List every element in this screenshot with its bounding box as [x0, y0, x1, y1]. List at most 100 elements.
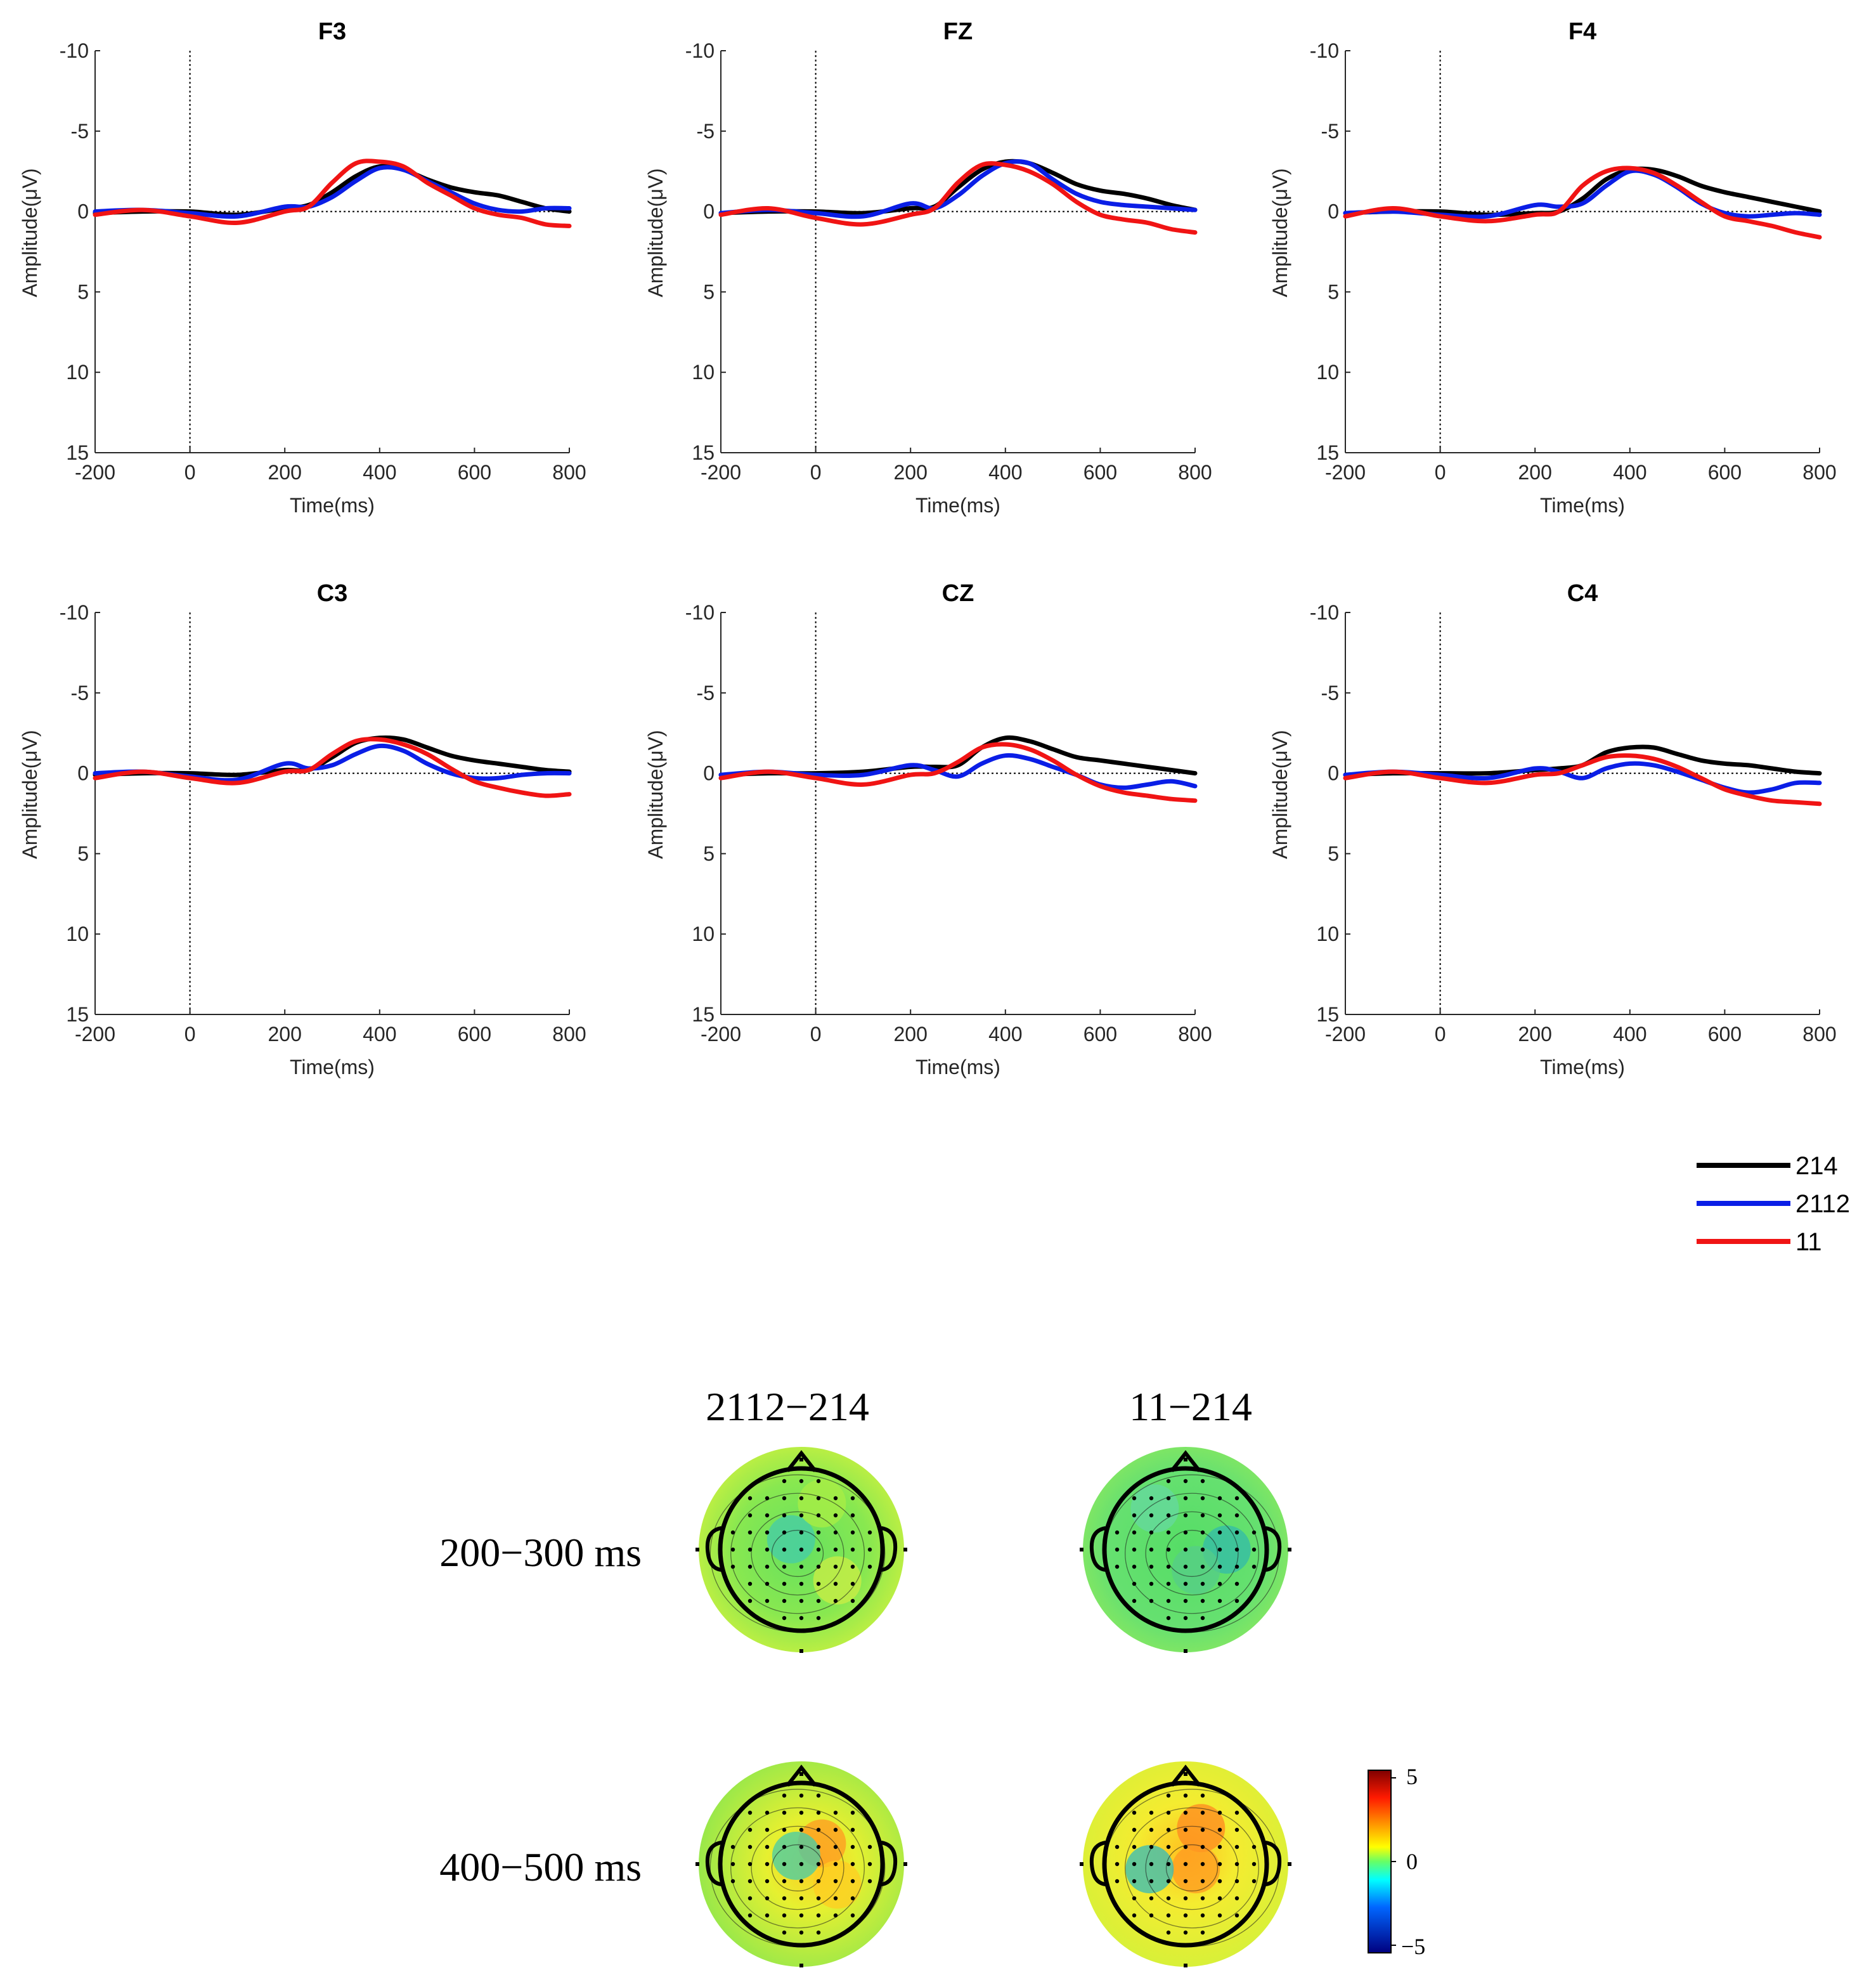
electrode	[1166, 1479, 1171, 1484]
panel-title-f3: F3	[318, 18, 346, 45]
x-tick-label: 800	[552, 1023, 586, 1046]
x-tick-label: 200	[1518, 1023, 1552, 1046]
electrode	[867, 1547, 872, 1552]
electrode	[833, 1896, 838, 1901]
y-tick-label: -5	[1321, 120, 1339, 143]
electrode	[850, 1513, 855, 1518]
electrode	[816, 1930, 821, 1935]
electrode-marker	[799, 1649, 803, 1653]
electrode	[1200, 1598, 1205, 1603]
electrode	[799, 1547, 804, 1552]
electrode	[1234, 1862, 1239, 1867]
electrode	[799, 1827, 804, 1832]
x-tick-label: 600	[1084, 1023, 1117, 1046]
series-line-214	[1343, 744, 1822, 777]
electrode	[1200, 1896, 1205, 1901]
panel-title-f4: F4	[1569, 18, 1596, 45]
electrode	[1234, 1513, 1239, 1518]
electrode	[816, 1810, 821, 1815]
electrode	[833, 1844, 838, 1849]
electrode	[1132, 1530, 1137, 1535]
electrode	[1234, 1844, 1239, 1849]
electrode	[765, 1581, 770, 1586]
electrode	[1132, 1896, 1137, 1901]
topomap-blob	[798, 1479, 846, 1528]
electrode	[1183, 1930, 1188, 1935]
electrode	[816, 1564, 821, 1569]
electrode	[1217, 1913, 1222, 1918]
colorbar-min-label: −5	[1401, 1934, 1425, 1959]
electrode	[799, 1598, 804, 1603]
electrode	[799, 1913, 804, 1918]
x-tick-label: 200	[268, 461, 302, 484]
topomap-blob	[1177, 1804, 1226, 1853]
head-right-ear	[881, 1841, 898, 1886]
electrode	[782, 1844, 787, 1849]
electrode	[1183, 1479, 1188, 1484]
electrode	[1252, 1530, 1257, 1535]
electrode	[1183, 1844, 1188, 1849]
y-tick-label: -5	[697, 682, 715, 704]
electrode	[782, 1479, 787, 1484]
electrode	[1217, 1896, 1222, 1901]
electrode	[782, 1581, 787, 1586]
electrode	[782, 1598, 787, 1603]
electrode	[1217, 1810, 1222, 1815]
y-tick-label: -10	[1310, 39, 1339, 62]
y-tick-label: 10	[66, 923, 89, 945]
electrode	[765, 1564, 770, 1569]
head-left-ear	[1089, 1841, 1106, 1886]
electrode	[1149, 1827, 1154, 1832]
electrode	[1166, 1827, 1171, 1832]
topomap-contour	[1165, 1529, 1219, 1577]
erp-panel-f3: F3 -10 -5 0 5 10 15-200 0 200 400 600 800 Time(ms) Am…	[18, 18, 586, 517]
topomap-blob	[813, 1860, 862, 1909]
electrode	[1166, 1616, 1171, 1621]
topomap-2	[1080, 1447, 1291, 1653]
electrode	[782, 1616, 787, 1621]
y-tick-label: 5	[77, 842, 89, 865]
electrode	[833, 1810, 838, 1815]
electrode	[816, 1513, 821, 1518]
head-outline	[718, 1466, 885, 1633]
y-tick-label: 15	[692, 441, 715, 464]
electrode-marker	[1184, 1964, 1187, 1967]
erp-panel-c4: C4 -10 -5 0 5 10 15-200 0 200 400 600 800 Time(ms) Am…	[1269, 580, 1837, 1078]
electrode	[747, 1598, 753, 1603]
topo-column-label-1: 2112−214	[706, 1384, 869, 1429]
electrode	[1149, 1513, 1154, 1518]
electrode	[1200, 1862, 1205, 1867]
electrode	[1200, 1496, 1205, 1501]
electrode	[1200, 1547, 1205, 1552]
topomap-contour	[771, 1529, 824, 1577]
electrode	[1200, 1616, 1205, 1621]
y-tick-label: 5	[703, 842, 715, 865]
y-tick-label: -10	[685, 601, 715, 624]
electrode	[816, 1844, 821, 1849]
topomap-blob	[772, 1832, 820, 1881]
electrode	[1183, 1564, 1188, 1569]
electrode	[782, 1793, 787, 1798]
y-axis-label: Amplitude(μV)	[1269, 730, 1291, 858]
electrode	[816, 1496, 821, 1501]
electrode	[1217, 1581, 1222, 1586]
electrode	[747, 1913, 753, 1918]
electrode	[1149, 1810, 1154, 1815]
electrode	[747, 1564, 753, 1569]
electrode-marker	[799, 1458, 803, 1461]
x-tick-label: 200	[1518, 461, 1552, 484]
x-tick-label: 0	[810, 461, 822, 484]
electrode	[799, 1513, 804, 1518]
head-right-ear	[881, 1526, 898, 1572]
electrode	[816, 1530, 821, 1535]
electrode	[747, 1530, 753, 1535]
y-tick-label: -10	[60, 39, 89, 62]
electrode	[782, 1879, 787, 1884]
electrode	[1200, 1513, 1205, 1518]
electrode	[1183, 1862, 1188, 1867]
electrode	[816, 1793, 821, 1798]
electrode	[833, 1862, 838, 1867]
electrode	[850, 1496, 855, 1501]
electrode	[1115, 1564, 1120, 1569]
electrode-marker	[1288, 1548, 1291, 1551]
